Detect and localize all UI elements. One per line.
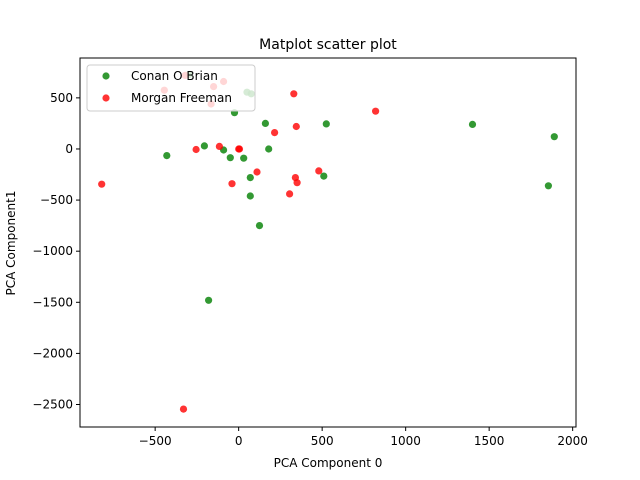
x-tick-label: −500: [139, 434, 172, 448]
x-tick-label: 2000: [557, 434, 588, 448]
y-tick-label: −1000: [32, 244, 73, 258]
data-point: [246, 192, 254, 200]
data-point: [226, 154, 234, 162]
data-point: [290, 90, 298, 98]
data-point: [163, 152, 171, 160]
legend-label: Conan O Brian: [131, 69, 218, 83]
data-point: [192, 145, 200, 154]
data-point: [235, 145, 244, 153]
legend-marker: [102, 72, 110, 80]
data-point: [271, 129, 279, 137]
legend-box: [86, 64, 256, 112]
x-tick-label: 0: [235, 434, 243, 448]
x-axis: −500 0 500 1000 1500 2000: [139, 427, 588, 448]
y-tick-label: −2000: [32, 346, 73, 360]
data-point: [320, 172, 328, 180]
y-tick-label: −2500: [32, 398, 73, 412]
y-axis-label: PCA Component1: [4, 191, 18, 296]
data-point: [200, 142, 208, 150]
y-tick-label: −1500: [32, 295, 73, 309]
data-point: [550, 133, 558, 141]
legend-marker: [102, 94, 110, 102]
x-tick-label: 1000: [390, 434, 421, 448]
x-axis-label: PCA Component 0: [274, 456, 383, 470]
data-point: [246, 174, 254, 182]
y-tick-label: −500: [40, 193, 73, 207]
data-point: [544, 182, 553, 190]
data-point: [228, 180, 236, 188]
data-point: [292, 122, 300, 131]
legend-label: Morgan Freeman: [131, 91, 232, 105]
data-point: [205, 296, 213, 304]
data-point: [253, 168, 261, 176]
y-axis: 500 0 −500 −1000 −1500 −2000 −2500: [32, 91, 80, 412]
data-point: [98, 180, 106, 188]
data-point: [372, 107, 380, 115]
y-tick-label: 0: [65, 142, 73, 156]
data-point: [286, 190, 294, 198]
x-tick-label: 500: [311, 434, 334, 448]
x-tick-label: 1500: [474, 434, 505, 448]
data-point: [315, 167, 323, 175]
data-point: [215, 142, 223, 150]
chart-title: Matplot scatter plot: [259, 37, 397, 53]
data-point: [322, 120, 330, 128]
legend: Conan O Brian Morgan Freeman: [86, 64, 256, 112]
data-point: [293, 179, 301, 187]
data-point: [265, 145, 273, 153]
data-point: [240, 154, 248, 162]
y-tick-label: 500: [50, 91, 73, 105]
data-point: [468, 120, 477, 128]
plot-frame: [79, 57, 577, 428]
data-point: [261, 119, 269, 127]
data-point: [179, 405, 188, 413]
data-point: [255, 222, 264, 230]
